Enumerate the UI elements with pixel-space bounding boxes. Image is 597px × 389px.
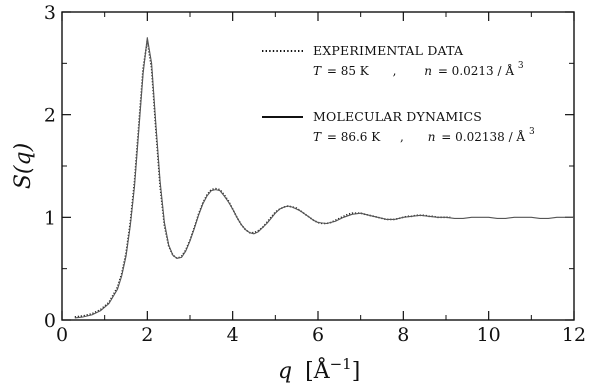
y-tick-label-1: 1 [44, 207, 56, 229]
y-tick-label-0: 0 [44, 310, 56, 332]
plot-frame [61, 11, 575, 321]
x-tick-label-3: 6 [312, 324, 324, 346]
series-line-experimental [74, 39, 451, 318]
series-line-md [74, 37, 574, 319]
x-axis-label: q [Å−1] [278, 355, 360, 384]
x-axis-unit: Å [313, 356, 331, 384]
x-tick-label-4: 8 [397, 324, 409, 346]
legend-label-md: MOLECULAR DYNAMICS [313, 109, 482, 124]
x-axis-symbol: q [278, 359, 292, 384]
legend-params-experimental: T = 85 K , n = 0.0213 / Å 3 [313, 61, 524, 78]
x-tick-label-2: 4 [227, 324, 239, 346]
legend-params-md: T = 86.6 K , n = 0.02138 / Å 3 [313, 127, 535, 144]
legend-label-experimental: EXPERIMENTAL DATA [313, 43, 464, 58]
axis-ticks [61, 11, 575, 321]
y-tick-label-3: 3 [44, 2, 56, 24]
x-axis-unit-exp: −1 [330, 355, 352, 373]
x-tick-label-6: 12 [562, 324, 586, 346]
legend: EXPERIMENTAL DATA T = 85 K , n = 0.0213 … [262, 43, 535, 144]
x-tick-label-1: 2 [141, 324, 153, 346]
series-group [74, 37, 574, 319]
x-tick-label-5: 10 [477, 324, 501, 346]
y-axis-label: S(q) [11, 143, 36, 189]
y-tick-label-2: 2 [44, 105, 56, 127]
x-tick-label-0: 0 [56, 324, 68, 346]
